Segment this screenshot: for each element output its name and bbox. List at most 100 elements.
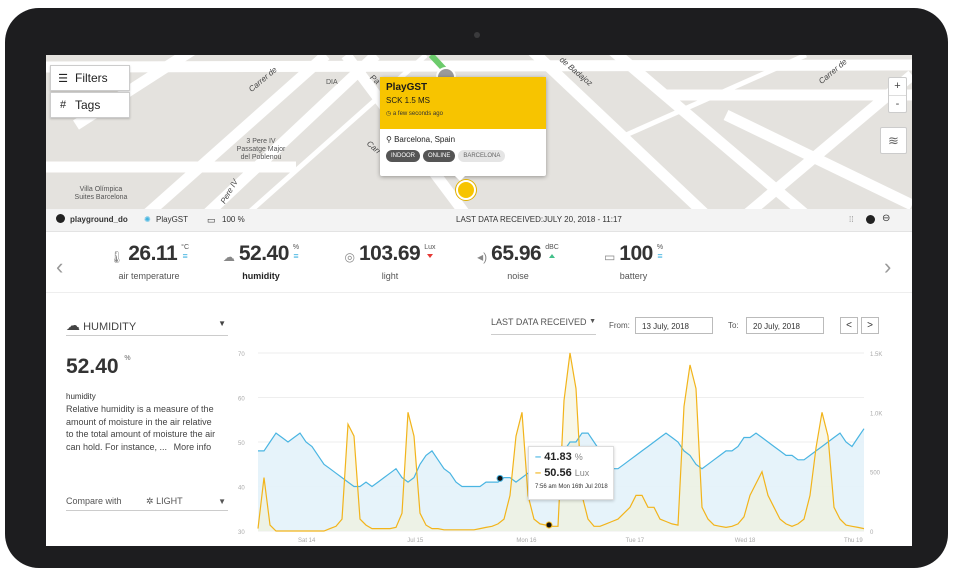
sensor-description: Relative humidity is a measure of the am… — [66, 403, 216, 453]
steady-trend-icon: ≡ — [293, 251, 299, 261]
light-icon: ◎ — [344, 250, 355, 264]
trend-up-icon — [549, 254, 556, 258]
to-label: To: — [728, 321, 739, 330]
noise-icon: ◂) — [477, 250, 488, 264]
to-date-input[interactable]: 20 July, 2018 — [746, 317, 824, 334]
map-place-dia: DIA — [326, 79, 338, 86]
tag-online[interactable]: ONLINE — [423, 150, 456, 162]
sensor-select-value: HUMIDITY — [83, 321, 137, 333]
tags-label: Tags — [75, 98, 101, 112]
zoom-out-button[interactable]: - — [895, 98, 900, 110]
humidity-icon: ☁ — [66, 317, 80, 333]
hover-point-humidity — [496, 474, 504, 482]
tags-button[interactable]: # Tags — [50, 92, 130, 118]
steady-trend-icon: ≡ — [182, 251, 188, 261]
map-place-villa-olimpica: Villa Olímpica Suites Barcelona — [74, 186, 128, 201]
clock-icon: ◷ — [386, 111, 393, 117]
y-tick-label: 50 — [238, 441, 245, 447]
user-icon[interactable]: ⊖ — [882, 213, 891, 224]
avatar[interactable] — [56, 214, 65, 223]
tooltip-light-unit: Lux — [574, 468, 590, 478]
x-tick-label: Thu 19 — [844, 538, 863, 544]
popup-location: Barcelona, Spain — [394, 135, 456, 144]
reading-value: 26.11 — [128, 242, 178, 265]
tooltip-humidity-unit: % — [574, 452, 583, 462]
battery-status: 100 % — [222, 215, 245, 224]
signal-icon: ⁞⁞ — [849, 215, 854, 224]
reading-noise[interactable]: ◂) 65.96 dBC noise — [458, 242, 578, 281]
reading-unit: Lux — [424, 244, 436, 251]
y2-tick-label: 500 — [870, 471, 881, 477]
battery-icon: ▭ — [603, 250, 616, 264]
light-series-marker: – — [535, 467, 545, 479]
layers-icon: ≋ — [888, 133, 899, 148]
reading-label: light — [381, 271, 399, 281]
filter-icon: ☰ — [58, 72, 68, 85]
tag-barcelona[interactable]: BARCELONA — [458, 150, 506, 162]
tooltip-date: 7:56 am Mon 16th Jul 2018 — [535, 484, 608, 490]
zoom-in-button[interactable]: + — [889, 78, 906, 96]
from-date-input[interactable]: 13 July, 2018 — [635, 317, 713, 334]
humidity-icon: ☁ — [222, 250, 235, 264]
popup-kit: SCK 1.5 MS — [386, 96, 431, 105]
status-dot-icon — [866, 215, 875, 224]
more-info-link[interactable]: More info — [173, 441, 212, 452]
device-name: PlayGST — [156, 215, 189, 224]
reading-humidity[interactable]: ☁ 52.40 % ≡ humidity — [206, 242, 316, 281]
x-tick-label: Mon 16 — [516, 538, 537, 544]
chart-tooltip: – 41.83 % – 50.56 Lux 7:56 am Mon 16th J… — [528, 446, 614, 500]
y-tick-label: 60 — [238, 397, 245, 403]
chevron-down-icon: ▼ — [218, 497, 226, 506]
reading-battery[interactable]: ▭ 100 % ≡ battery — [586, 242, 681, 281]
layers-button[interactable]: ≋ — [880, 127, 907, 154]
compare-label: Compare with — [66, 496, 122, 506]
sensor-select[interactable]: ☁ HUMIDITY ▼ — [66, 317, 228, 336]
tooltip-humidity: 41.83 — [544, 451, 572, 463]
map[interactable]: DIA 3 Pere IV Passatge Major del Pobleno… — [46, 55, 912, 209]
reading-unit: dBC — [545, 244, 559, 251]
current-value: 52.40 % — [66, 355, 131, 379]
y2-tick-label: 1.0K — [870, 411, 882, 417]
next-arrow-icon[interactable]: › — [884, 254, 892, 279]
y-tick-label: 70 — [238, 352, 245, 358]
tag-indoor[interactable]: INDOOR — [386, 150, 420, 162]
tooltip-light: 50.56 — [544, 467, 572, 479]
x-tick-label: Sat 14 — [298, 538, 316, 544]
prev-arrow-icon[interactable]: ‹ — [56, 254, 64, 279]
zoom-control: + - — [888, 77, 907, 113]
compare-sensor: LIGHT — [156, 496, 183, 506]
reading-value: 52.40 — [238, 242, 290, 265]
steady-trend-icon: ≡ — [657, 251, 663, 261]
range-select-value: LAST DATA RECEIVED — [491, 317, 587, 327]
x-tick-label: Tue 17 — [626, 538, 645, 544]
range-select[interactable]: LAST DATA RECEIVED ▼ — [491, 317, 596, 335]
prev-period-button[interactable]: < — [840, 317, 858, 334]
selected-device-marker[interactable] — [456, 180, 476, 200]
reading-light[interactable]: ◎ 103.69 Lux light — [326, 242, 454, 281]
popup-device-name[interactable]: PlayGST — [386, 82, 428, 93]
y-tick-label: 30 — [238, 530, 245, 536]
device-status-bar: playground_do ✺ PlayGST ▭ 100 % LAST DAT… — [46, 209, 912, 232]
map-streets — [46, 55, 912, 209]
owner-name[interactable]: playground_do — [70, 215, 128, 224]
chevron-down-icon: ▼ — [218, 319, 226, 328]
device-popup[interactable]: PlayGST SCK 1.5 MS ◷ a few seconds ago ⚲… — [380, 77, 546, 176]
device-icon: ✺ — [144, 215, 151, 224]
reading-value: 65.96 — [491, 242, 542, 265]
reading-air-temperature[interactable]: 🌡 26.11 °C ≡ air temperature — [94, 242, 204, 281]
reading-value: 100 — [619, 242, 653, 265]
description-title: humidity — [66, 392, 96, 401]
from-label: From: — [609, 321, 630, 330]
x-tick-label: Jul 15 — [407, 538, 424, 544]
popup-arrow — [454, 175, 466, 181]
description-text: Relative humidity is a measure of the am… — [66, 404, 216, 452]
y2-tick-label: 0 — [870, 530, 874, 536]
battery-icon: ▭ — [207, 215, 216, 225]
compare-select[interactable]: Compare with ✲ LIGHT ▼ — [66, 496, 228, 511]
current-value-unit: % — [124, 355, 131, 362]
filters-button[interactable]: ☰ Filters — [50, 65, 130, 91]
next-period-button[interactable]: > — [861, 317, 879, 334]
sensor-readings: ‹ › 🌡 26.11 °C ≡ air temperature ☁ 52.40 … — [46, 232, 912, 293]
camera-icon — [474, 32, 480, 38]
current-value-number: 52.40 — [66, 355, 119, 378]
